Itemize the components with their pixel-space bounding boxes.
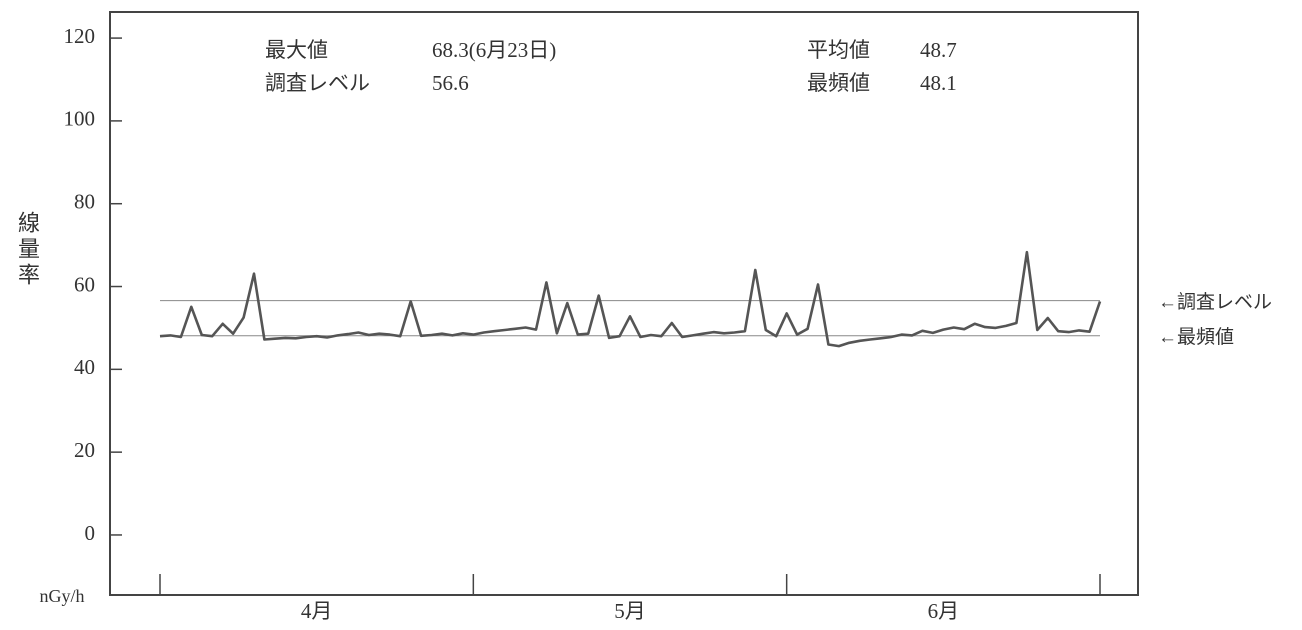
y-tick-label: 60 bbox=[74, 272, 95, 296]
stat-name: 平均値 bbox=[807, 38, 870, 62]
stat-value: 48.7 bbox=[920, 38, 957, 62]
y-tick-label: 100 bbox=[64, 107, 96, 131]
x-tick-label: 6月 bbox=[928, 599, 960, 623]
y-tick-label: 120 bbox=[64, 24, 96, 48]
unit-label: nGy/h bbox=[40, 586, 85, 606]
y-tick-label: 20 bbox=[74, 438, 95, 462]
stat-name: 最頻値 bbox=[807, 71, 870, 95]
y-tick-label: 0 bbox=[85, 521, 96, 545]
stat-name: 最大値 bbox=[265, 38, 328, 62]
x-tick-label: 4月 bbox=[301, 599, 333, 623]
x-tick-label: 5月 bbox=[614, 599, 646, 623]
reference-label: ←最頻値 bbox=[1158, 326, 1234, 348]
y-tick-label: 40 bbox=[74, 355, 95, 379]
stat-value: 56.6 bbox=[432, 71, 469, 95]
y-axis-label: 線量率 bbox=[15, 211, 40, 289]
stat-value: 48.1 bbox=[920, 71, 957, 95]
stat-name: 調査レベル bbox=[265, 71, 370, 95]
data-line bbox=[159, 250, 1102, 348]
stat-value: 68.3(6月23日) bbox=[432, 38, 556, 62]
reference-label: ←調査レベル bbox=[1158, 291, 1272, 313]
y-tick-label: 80 bbox=[74, 190, 95, 214]
plot-frame bbox=[109, 11, 1139, 596]
